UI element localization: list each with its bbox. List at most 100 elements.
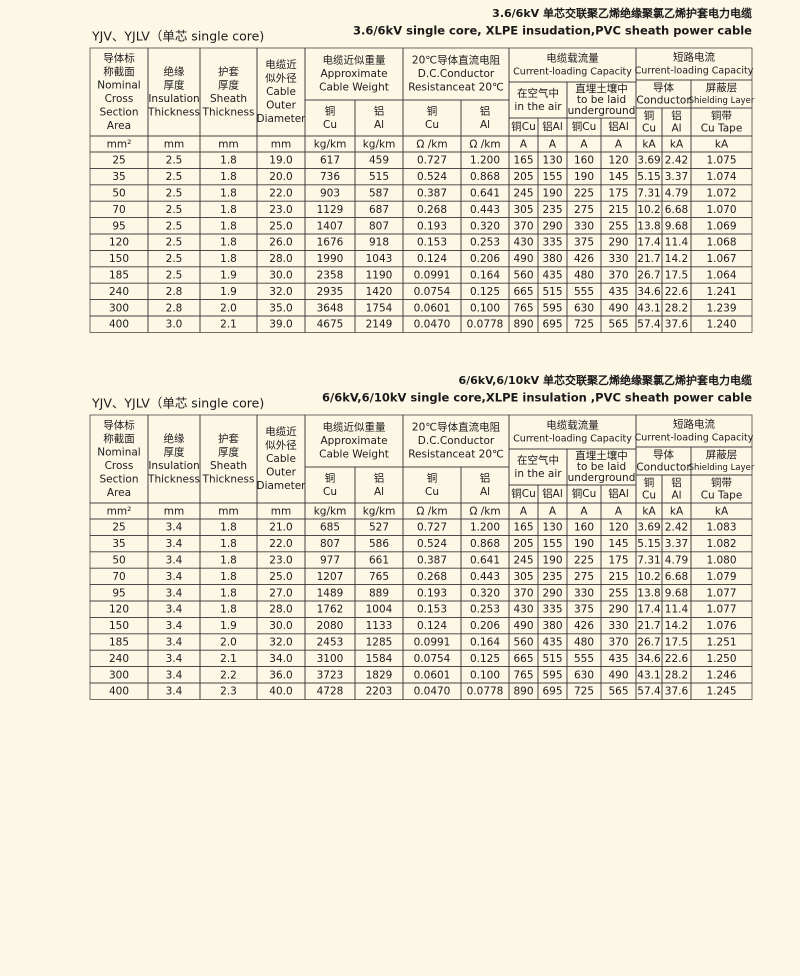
data-text: 330 <box>574 220 594 232</box>
header-text: 厚度 <box>164 78 185 91</box>
data-text: 28.0 <box>269 253 292 265</box>
data-text: 1.245 <box>706 686 736 698</box>
data-text: 175 <box>608 188 628 200</box>
data-text: 2358 <box>317 270 344 282</box>
unit-text: Ω /km <box>469 506 500 518</box>
header-text: Insulation <box>148 93 199 105</box>
data-text: 43.1 <box>637 669 660 681</box>
header-text: Current-loading Capacity <box>513 66 632 77</box>
header-text: Area <box>107 120 131 132</box>
data-text: 290 <box>608 237 628 249</box>
data-text: 32.0 <box>269 286 292 298</box>
unit-text: mm <box>271 506 291 518</box>
data-text: 25 <box>112 155 125 167</box>
data-text: 1.072 <box>706 188 736 200</box>
data-text: 0.320 <box>470 587 500 599</box>
data-text: 1762 <box>317 604 344 616</box>
data-text: 6.68 <box>665 571 688 583</box>
data-text: 9.68 <box>665 220 688 232</box>
header-text: Cu <box>323 119 337 131</box>
title-cn: 6/6kV,6/10kV 单芯交联聚乙烯绝缘聚氯乙烯护套电力电缆 <box>458 373 752 387</box>
data-text: 215 <box>608 204 628 216</box>
data-text: 0.0601 <box>414 669 451 681</box>
header-text: D.C.Conductor <box>418 68 495 80</box>
data-cell <box>690 682 753 700</box>
header-text: Al <box>374 119 384 131</box>
unit-text: kA <box>670 139 684 151</box>
data-cell <box>690 315 753 333</box>
data-text: 889 <box>369 587 389 599</box>
header-text: 厚度 <box>164 445 185 458</box>
header-text: Sheath <box>210 93 247 105</box>
data-text: 480 <box>574 270 594 282</box>
data-text: 3.4 <box>166 538 183 550</box>
data-text: 1407 <box>317 220 344 232</box>
data-text: 1.079 <box>706 571 736 583</box>
header-text: 铜 <box>325 105 336 117</box>
header-text: 铜 <box>644 477 655 489</box>
unit-text: kA <box>715 506 729 518</box>
header-text: in the air <box>514 101 562 113</box>
data-text: 0.125 <box>470 653 500 665</box>
data-text: 2.0 <box>220 302 237 314</box>
data-text: 1.9 <box>220 270 237 282</box>
data-text: 459 <box>369 155 389 167</box>
data-text: 23.0 <box>269 204 292 216</box>
data-text: 1.8 <box>220 571 237 583</box>
header-text: Insulation <box>148 460 199 472</box>
data-text: 2.1 <box>220 653 237 665</box>
data-text: 19.0 <box>269 155 292 167</box>
data-text: 3.37 <box>665 171 688 183</box>
data-text: 0.868 <box>470 538 500 550</box>
data-text: 490 <box>608 302 628 314</box>
data-text: 0.100 <box>470 669 500 681</box>
data-text: 3.69 <box>637 155 660 167</box>
data-text: 515 <box>369 171 389 183</box>
data-text: 22.0 <box>269 538 292 550</box>
unit-text: kA <box>642 139 656 151</box>
data-text: 1.8 <box>220 555 237 567</box>
header-text: Nominal <box>97 446 140 458</box>
data-text: 1207 <box>317 571 344 583</box>
data-text: 1829 <box>366 669 393 681</box>
header-text: Cu <box>323 486 337 498</box>
data-text: 17.5 <box>665 637 688 649</box>
data-text: 28.2 <box>665 669 688 681</box>
data-text: 725 <box>574 686 594 698</box>
data-text: 2.42 <box>665 155 688 167</box>
header-text: Resistanceat 20℃ <box>408 449 504 461</box>
header-text: 称截面 <box>103 432 135 445</box>
data-text: 275 <box>574 204 594 216</box>
header-text: Cu Tape <box>701 122 743 134</box>
data-text: 20.0 <box>269 171 292 183</box>
data-text: 190 <box>542 188 562 200</box>
data-text: 160 <box>574 155 594 167</box>
title-en: 6/6kV,6/10kV single core,XLPE insulation… <box>322 391 752 405</box>
header-text: Diameter <box>256 480 306 492</box>
data-text: 1.082 <box>706 538 736 550</box>
data-text: 290 <box>542 220 562 232</box>
data-text: 375 <box>574 604 594 616</box>
data-text: 0.0778 <box>467 319 504 331</box>
data-text: 22.0 <box>269 188 292 200</box>
data-text: 155 <box>542 538 562 550</box>
data-text: 305 <box>513 204 533 216</box>
header-text: Cu <box>642 489 656 501</box>
unit-text: kg/km <box>363 139 396 151</box>
data-text: 4728 <box>317 686 344 698</box>
data-text: 27.0 <box>269 587 292 599</box>
data-text: 435 <box>608 286 628 298</box>
data-text: 28.0 <box>269 604 292 616</box>
data-text: 240 <box>109 653 129 665</box>
data-text: 0.641 <box>470 188 500 200</box>
data-text: 1190 <box>366 270 393 282</box>
unit-text: A <box>580 139 588 151</box>
data-text: 0.0754 <box>414 286 451 298</box>
data-text: 665 <box>513 286 533 298</box>
data-text: 687 <box>369 204 389 216</box>
header-text: Thickness <box>147 106 200 118</box>
data-text: 1.069 <box>706 220 736 232</box>
data-text: 2.2 <box>220 669 237 681</box>
data-text: 21.7 <box>637 620 660 632</box>
